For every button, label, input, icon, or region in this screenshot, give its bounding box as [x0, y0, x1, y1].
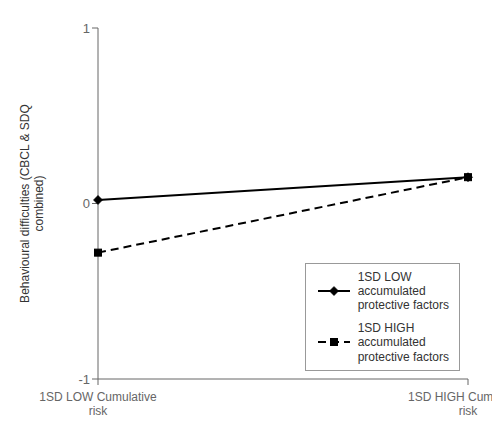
html-text:1SD HIGH accumulated protectiv: 1SD HIGH accumulated protective factors	[357, 320, 449, 364]
svg-text:Behavioural difficulties (CBCL: Behavioural difficulties (CBCL & SDQcomb…	[18, 104, 46, 303]
svg-text:0: 0	[83, 196, 90, 211]
html-text:1SD LOW accumulated protective: 1SD LOW accumulated protective factors	[357, 269, 449, 313]
svg-text:1SD HIGH Cumulativerisk: 1SD HIGH Cumulativerisk	[408, 390, 492, 418]
svg-text:-1: -1	[78, 372, 90, 387]
svg-text:1SD LOW Cumulativerisk: 1SD LOW Cumulativerisk	[39, 390, 157, 418]
svg-text:1: 1	[83, 21, 90, 36]
